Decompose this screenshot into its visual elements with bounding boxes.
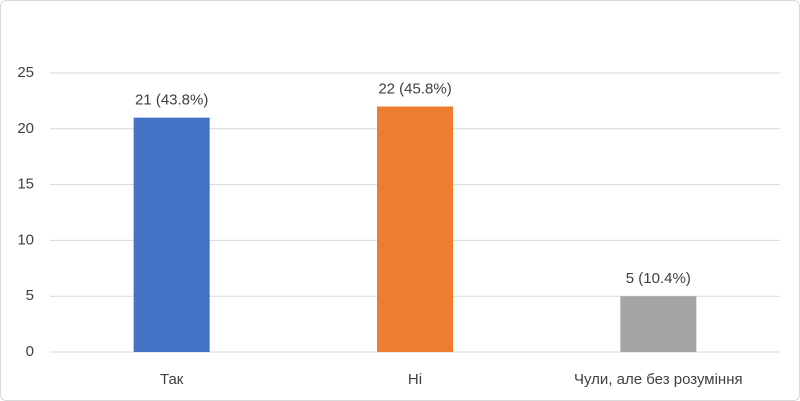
y-tick-label: 0	[26, 343, 34, 360]
bar	[133, 117, 210, 352]
value-label: 22 (45.8%)	[378, 80, 451, 97]
y-tick-label: 25	[17, 64, 34, 81]
x-tick-label: Ні	[408, 371, 422, 388]
value-label: 5 (10.4%)	[626, 270, 691, 287]
value-label: 21 (43.8%)	[135, 92, 208, 109]
y-tick-label: 15	[17, 176, 34, 193]
x-tick-label: Чули, але без розуміння	[574, 371, 743, 388]
y-tick-label: 20	[17, 120, 34, 137]
y-tick-label: 5	[26, 287, 34, 304]
y-tick-label: 10	[17, 231, 34, 248]
bar	[377, 106, 453, 352]
bar	[620, 296, 697, 352]
x-tick-label: Так	[160, 371, 184, 388]
